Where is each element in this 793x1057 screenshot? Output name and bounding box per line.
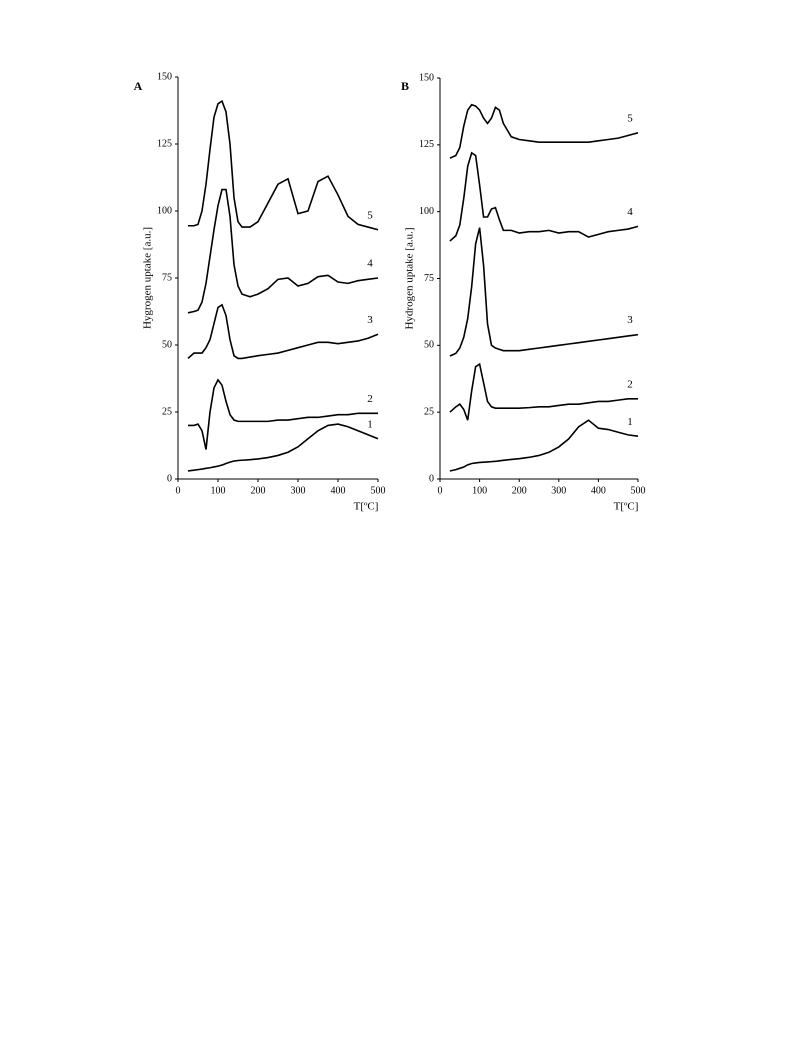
y-axis-label: Hygrogen uptake [a.u.]	[142, 227, 154, 329]
panel-label: A	[134, 79, 143, 93]
y-tick-label: 100	[157, 205, 172, 216]
curve-label: 4	[367, 258, 373, 270]
x-tick-label: 300	[291, 485, 306, 496]
y-tick-label: 50	[424, 340, 434, 351]
x-tick-label: 500	[631, 485, 646, 496]
curve-label: 3	[367, 314, 373, 326]
curve-label: 2	[627, 378, 633, 390]
curve-label: 5	[367, 209, 373, 221]
y-tick-label: 0	[429, 473, 434, 484]
curve	[449, 227, 639, 357]
y-tick-label: 25	[424, 406, 434, 417]
curve	[449, 419, 639, 472]
y-tick-label: 150	[419, 72, 434, 83]
y-axis-label: Hydrogen uptake [a.u.]	[404, 227, 416, 329]
curve	[449, 103, 639, 159]
y-tick-label: 75	[162, 272, 172, 283]
curve	[449, 362, 638, 421]
curve	[188, 378, 378, 450]
x-tick-label: 400	[331, 485, 346, 496]
x-tick-label: 0	[438, 485, 443, 496]
y-tick-label: 50	[162, 339, 172, 350]
x-tick-label: 300	[551, 485, 566, 496]
x-tick-label: 500	[371, 485, 386, 496]
curve-label: 1	[367, 418, 373, 430]
y-tick-label: 100	[419, 206, 434, 217]
y-tick-label: 0	[167, 473, 172, 484]
curve-label: 3	[627, 314, 633, 326]
curve-label: 4	[627, 206, 633, 218]
y-tick-label: 75	[424, 273, 434, 284]
curve-label: 1	[627, 416, 633, 428]
curve	[187, 423, 379, 472]
curve	[187, 303, 379, 360]
y-tick-label: 125	[419, 139, 434, 150]
panel-label: B	[401, 79, 409, 93]
y-tick-label: 25	[162, 406, 172, 417]
curve	[187, 188, 379, 314]
y-tick-label: 125	[157, 138, 172, 149]
x-tick-label: 200	[512, 485, 527, 496]
x-tick-label: 200	[251, 485, 266, 496]
curve-label: 5	[627, 112, 633, 124]
x-axis-label: T[ºC]	[614, 501, 639, 513]
x-tick-label: 100	[211, 485, 226, 496]
curve	[188, 99, 379, 231]
x-tick-label: 0	[176, 485, 181, 496]
x-axis-label: T[ºC]	[354, 501, 379, 513]
curve-label: 2	[367, 393, 373, 405]
curve	[449, 151, 639, 242]
x-tick-label: 100	[472, 485, 487, 496]
x-tick-label: 400	[591, 485, 606, 496]
y-tick-label: 150	[157, 71, 172, 82]
